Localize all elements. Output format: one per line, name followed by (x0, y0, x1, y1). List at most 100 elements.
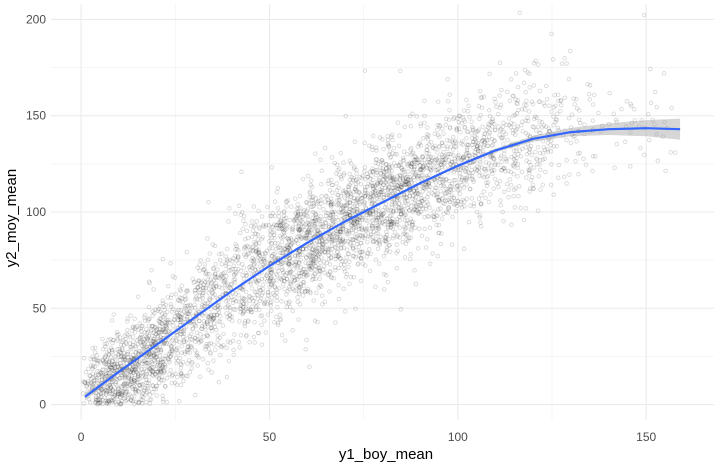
scatter-point (151, 330, 156, 336)
scatter-point (293, 288, 298, 293)
scatter-point (293, 215, 299, 221)
scatter-point (147, 397, 153, 403)
scatter-point (406, 161, 412, 166)
scatter-point (164, 320, 169, 326)
scatter-point (446, 158, 452, 163)
scatter-point (309, 256, 314, 261)
scatter-point (82, 380, 88, 386)
scatter-point (454, 203, 460, 209)
scatter-point (246, 244, 251, 249)
scatter-point (395, 248, 401, 254)
scatter-point (219, 261, 225, 267)
scatter-point (383, 173, 389, 179)
scatter-point (158, 309, 163, 314)
scatter-point (378, 211, 384, 217)
scatter-point (202, 300, 207, 306)
scatter-point (342, 269, 348, 274)
scatter-point (278, 219, 284, 224)
scatter-point (205, 282, 210, 288)
scatter-point (384, 192, 389, 197)
scatter-point (312, 210, 317, 216)
scatter-point (540, 157, 546, 162)
scatter-point (103, 361, 109, 367)
scatter-point (267, 278, 273, 283)
scatter-point (412, 268, 417, 273)
scatter-point (311, 203, 316, 209)
scatter-point (288, 243, 293, 248)
scatter-point (269, 270, 274, 276)
scatter-point (100, 390, 106, 396)
scatter-point (390, 151, 395, 156)
scatter-point (270, 225, 275, 230)
scatter-point (340, 223, 346, 229)
scatter-point (358, 255, 364, 261)
scatter-point (481, 142, 487, 148)
scatter-point (386, 185, 392, 191)
scatter-point (164, 375, 170, 381)
scatter-point (120, 347, 125, 353)
scatter-point (134, 338, 140, 343)
scatter-point (383, 238, 388, 244)
scatter-point (424, 143, 430, 149)
scatter-point (323, 220, 328, 225)
scatter-point (297, 285, 302, 290)
scatter-point (306, 231, 311, 236)
scatter-point (324, 210, 329, 216)
scatter-point (325, 272, 331, 277)
scatter-point (459, 205, 465, 210)
scatter-point (303, 222, 308, 227)
scatter-point (425, 132, 430, 137)
x-tick-label: 100 (448, 430, 468, 444)
scatter-point (469, 119, 474, 125)
scatter-point (321, 259, 327, 264)
scatter-point (281, 234, 286, 240)
scatter-point (404, 237, 409, 242)
scatter-point (337, 228, 343, 233)
scatter-point (362, 184, 368, 190)
scatter-point (377, 219, 382, 224)
scatter-point (338, 256, 343, 261)
scatter-point (252, 239, 257, 245)
scatter-point (309, 264, 314, 270)
scatter-point (379, 188, 385, 193)
scatter-point (370, 190, 376, 195)
scatter-point (158, 320, 163, 325)
scatter-point (504, 157, 509, 162)
scatter-point (506, 195, 511, 200)
scatter-point (160, 399, 166, 404)
scatter-point (280, 223, 285, 228)
scatter-point (103, 372, 109, 377)
scatter-point (239, 295, 245, 301)
scatter-point (288, 242, 293, 248)
scatter-point (150, 369, 156, 375)
scatter-point (376, 194, 381, 199)
scatter-point (253, 268, 258, 273)
scatter-point (116, 391, 121, 397)
scatter-point (90, 375, 95, 380)
scatter-point (523, 118, 528, 123)
scatter-point (474, 128, 479, 134)
scatter-point (564, 137, 569, 143)
scatter-point (292, 253, 298, 259)
scatter-point (130, 398, 136, 404)
scatter-point (281, 210, 286, 215)
scatter-point (332, 160, 337, 166)
scatter-point (439, 140, 445, 146)
scatter-point (501, 189, 507, 195)
scatter-point (274, 189, 280, 195)
scatter-point (398, 307, 404, 312)
scatter-point (100, 367, 105, 372)
scatter-point (244, 252, 249, 258)
scatter-point (87, 399, 93, 405)
scatter-point (188, 344, 193, 350)
scatter-point (292, 239, 297, 245)
scatter-point (184, 289, 189, 294)
scatter-point (124, 360, 129, 366)
scatter-point (93, 345, 98, 350)
scatter-point (331, 230, 337, 236)
scatter-point (264, 248, 270, 254)
scatter-point (365, 233, 371, 239)
scatter-point (226, 295, 231, 301)
scatter-point (297, 274, 303, 279)
scatter-point (425, 136, 431, 142)
